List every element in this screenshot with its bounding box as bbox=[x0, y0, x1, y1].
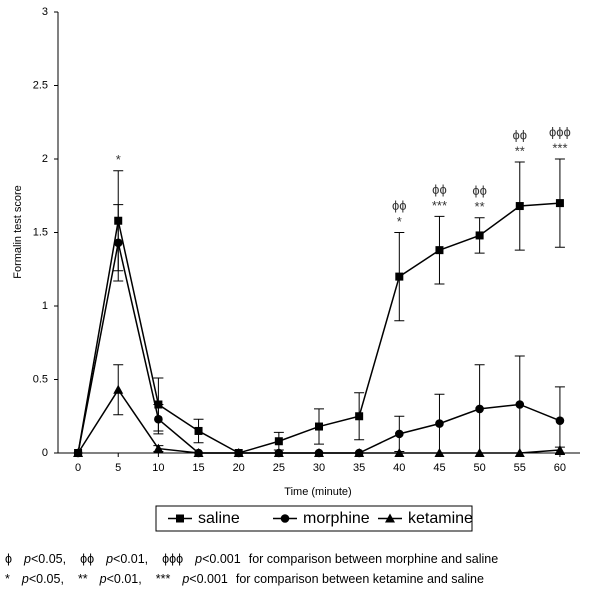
footnote-symbol: ϕϕ bbox=[80, 552, 94, 566]
x-tick-label: 30 bbox=[313, 462, 325, 474]
marker bbox=[233, 448, 244, 457]
annotation: ϕϕ bbox=[472, 183, 487, 198]
x-tick-label: 15 bbox=[192, 462, 204, 474]
legend-label: morphine bbox=[303, 510, 370, 527]
x-tick-label: 10 bbox=[152, 462, 164, 474]
legend-marker bbox=[280, 514, 290, 523]
annotation: ϕϕ bbox=[392, 198, 407, 213]
footnote-p: p bbox=[105, 552, 113, 566]
footnote-p: p bbox=[99, 572, 107, 586]
footnote-threshold: <0.05, bbox=[29, 572, 64, 586]
legend-label: ketamine bbox=[408, 510, 473, 527]
marker bbox=[314, 448, 324, 457]
y-tick-label: 1 bbox=[42, 300, 48, 312]
y-axis-label: Formalin test score bbox=[12, 185, 24, 279]
marker bbox=[113, 238, 123, 248]
annotation: *** bbox=[432, 198, 447, 213]
marker bbox=[395, 272, 404, 281]
x-tick-label: 20 bbox=[233, 462, 245, 474]
footnote-p: p bbox=[194, 552, 202, 566]
annotation: * bbox=[116, 152, 121, 167]
marker bbox=[274, 437, 283, 446]
x-tick-label: 40 bbox=[393, 462, 405, 474]
x-tick-label: 35 bbox=[353, 462, 365, 474]
marker bbox=[515, 202, 524, 211]
footnote-symbol: ϕ bbox=[5, 552, 12, 566]
marker bbox=[554, 445, 565, 455]
marker bbox=[435, 246, 444, 255]
marker bbox=[193, 448, 204, 457]
marker bbox=[315, 422, 323, 431]
legend-marker bbox=[385, 513, 395, 523]
marker bbox=[555, 416, 565, 425]
annotation: ϕϕϕ bbox=[549, 124, 571, 139]
marker bbox=[475, 231, 484, 240]
x-axis-label: Time (minute) bbox=[284, 486, 351, 498]
y-tick-label: 3 bbox=[42, 6, 48, 18]
marker bbox=[514, 448, 525, 457]
y-tick-label: 2 bbox=[42, 153, 48, 165]
y-tick-label: 0 bbox=[42, 447, 48, 459]
footnote-p: p bbox=[181, 572, 189, 586]
annotation: *** bbox=[552, 140, 567, 155]
marker bbox=[355, 412, 364, 421]
x-tick-label: 60 bbox=[554, 462, 566, 474]
marker bbox=[194, 426, 203, 435]
marker bbox=[273, 448, 284, 457]
marker bbox=[395, 429, 404, 439]
footnote-threshold: <0.001 bbox=[189, 572, 228, 586]
annotation: ϕϕ bbox=[432, 182, 447, 197]
x-tick-label: 50 bbox=[473, 462, 485, 474]
footnote-p: p bbox=[21, 572, 29, 586]
marker bbox=[394, 448, 405, 457]
marker bbox=[434, 448, 445, 457]
footnote-tail: for comparison between morphine and sali… bbox=[249, 552, 498, 566]
x-tick-label: 0 bbox=[75, 462, 81, 474]
y-tick-label: 2.5 bbox=[33, 79, 48, 91]
footnote-threshold: <0.01, bbox=[113, 552, 148, 566]
y-tick-label: 0.5 bbox=[33, 373, 48, 385]
marker bbox=[435, 419, 444, 428]
footnote: * p<0.05, ** p<0.01, *** p<0.001 for compariso… bbox=[5, 572, 484, 586]
marker bbox=[555, 199, 564, 208]
marker bbox=[475, 404, 484, 414]
x-tick-label: 25 bbox=[273, 462, 285, 474]
marker bbox=[73, 448, 84, 457]
footnote: ϕ p<0.05, ϕϕ p<0.01, ϕϕϕ p<0.001 for compariso… bbox=[5, 552, 498, 566]
annotation: ϕϕ bbox=[512, 127, 527, 142]
marker bbox=[154, 414, 163, 424]
marker bbox=[515, 400, 525, 409]
y-tick-label: 1.5 bbox=[33, 226, 48, 238]
legend-marker bbox=[176, 514, 184, 523]
marker bbox=[153, 443, 164, 453]
x-tick-label: 55 bbox=[514, 462, 526, 474]
marker bbox=[354, 448, 365, 457]
x-tick-label: 5 bbox=[115, 462, 121, 474]
footnote-threshold: <0.01, bbox=[107, 572, 142, 586]
annotation: * bbox=[397, 214, 402, 229]
footnote-p: p bbox=[23, 552, 31, 566]
footnote-symbol: *** bbox=[156, 572, 171, 586]
x-tick-label: 45 bbox=[433, 462, 445, 474]
annotation: ** bbox=[515, 143, 525, 158]
marker bbox=[113, 384, 124, 394]
footnote-tail: for comparison between ketamine and sali… bbox=[236, 572, 484, 586]
footnote-threshold: <0.001 bbox=[202, 552, 241, 566]
footnote-symbol: * bbox=[5, 572, 10, 586]
footnote-symbol: ** bbox=[78, 572, 88, 586]
annotation: ** bbox=[475, 199, 485, 214]
legend-label: saline bbox=[198, 510, 240, 527]
footnote-symbol: ϕϕϕ bbox=[162, 552, 183, 566]
marker bbox=[474, 448, 485, 457]
legend-box bbox=[155, 505, 473, 532]
footnote-threshold: <0.05, bbox=[31, 552, 66, 566]
